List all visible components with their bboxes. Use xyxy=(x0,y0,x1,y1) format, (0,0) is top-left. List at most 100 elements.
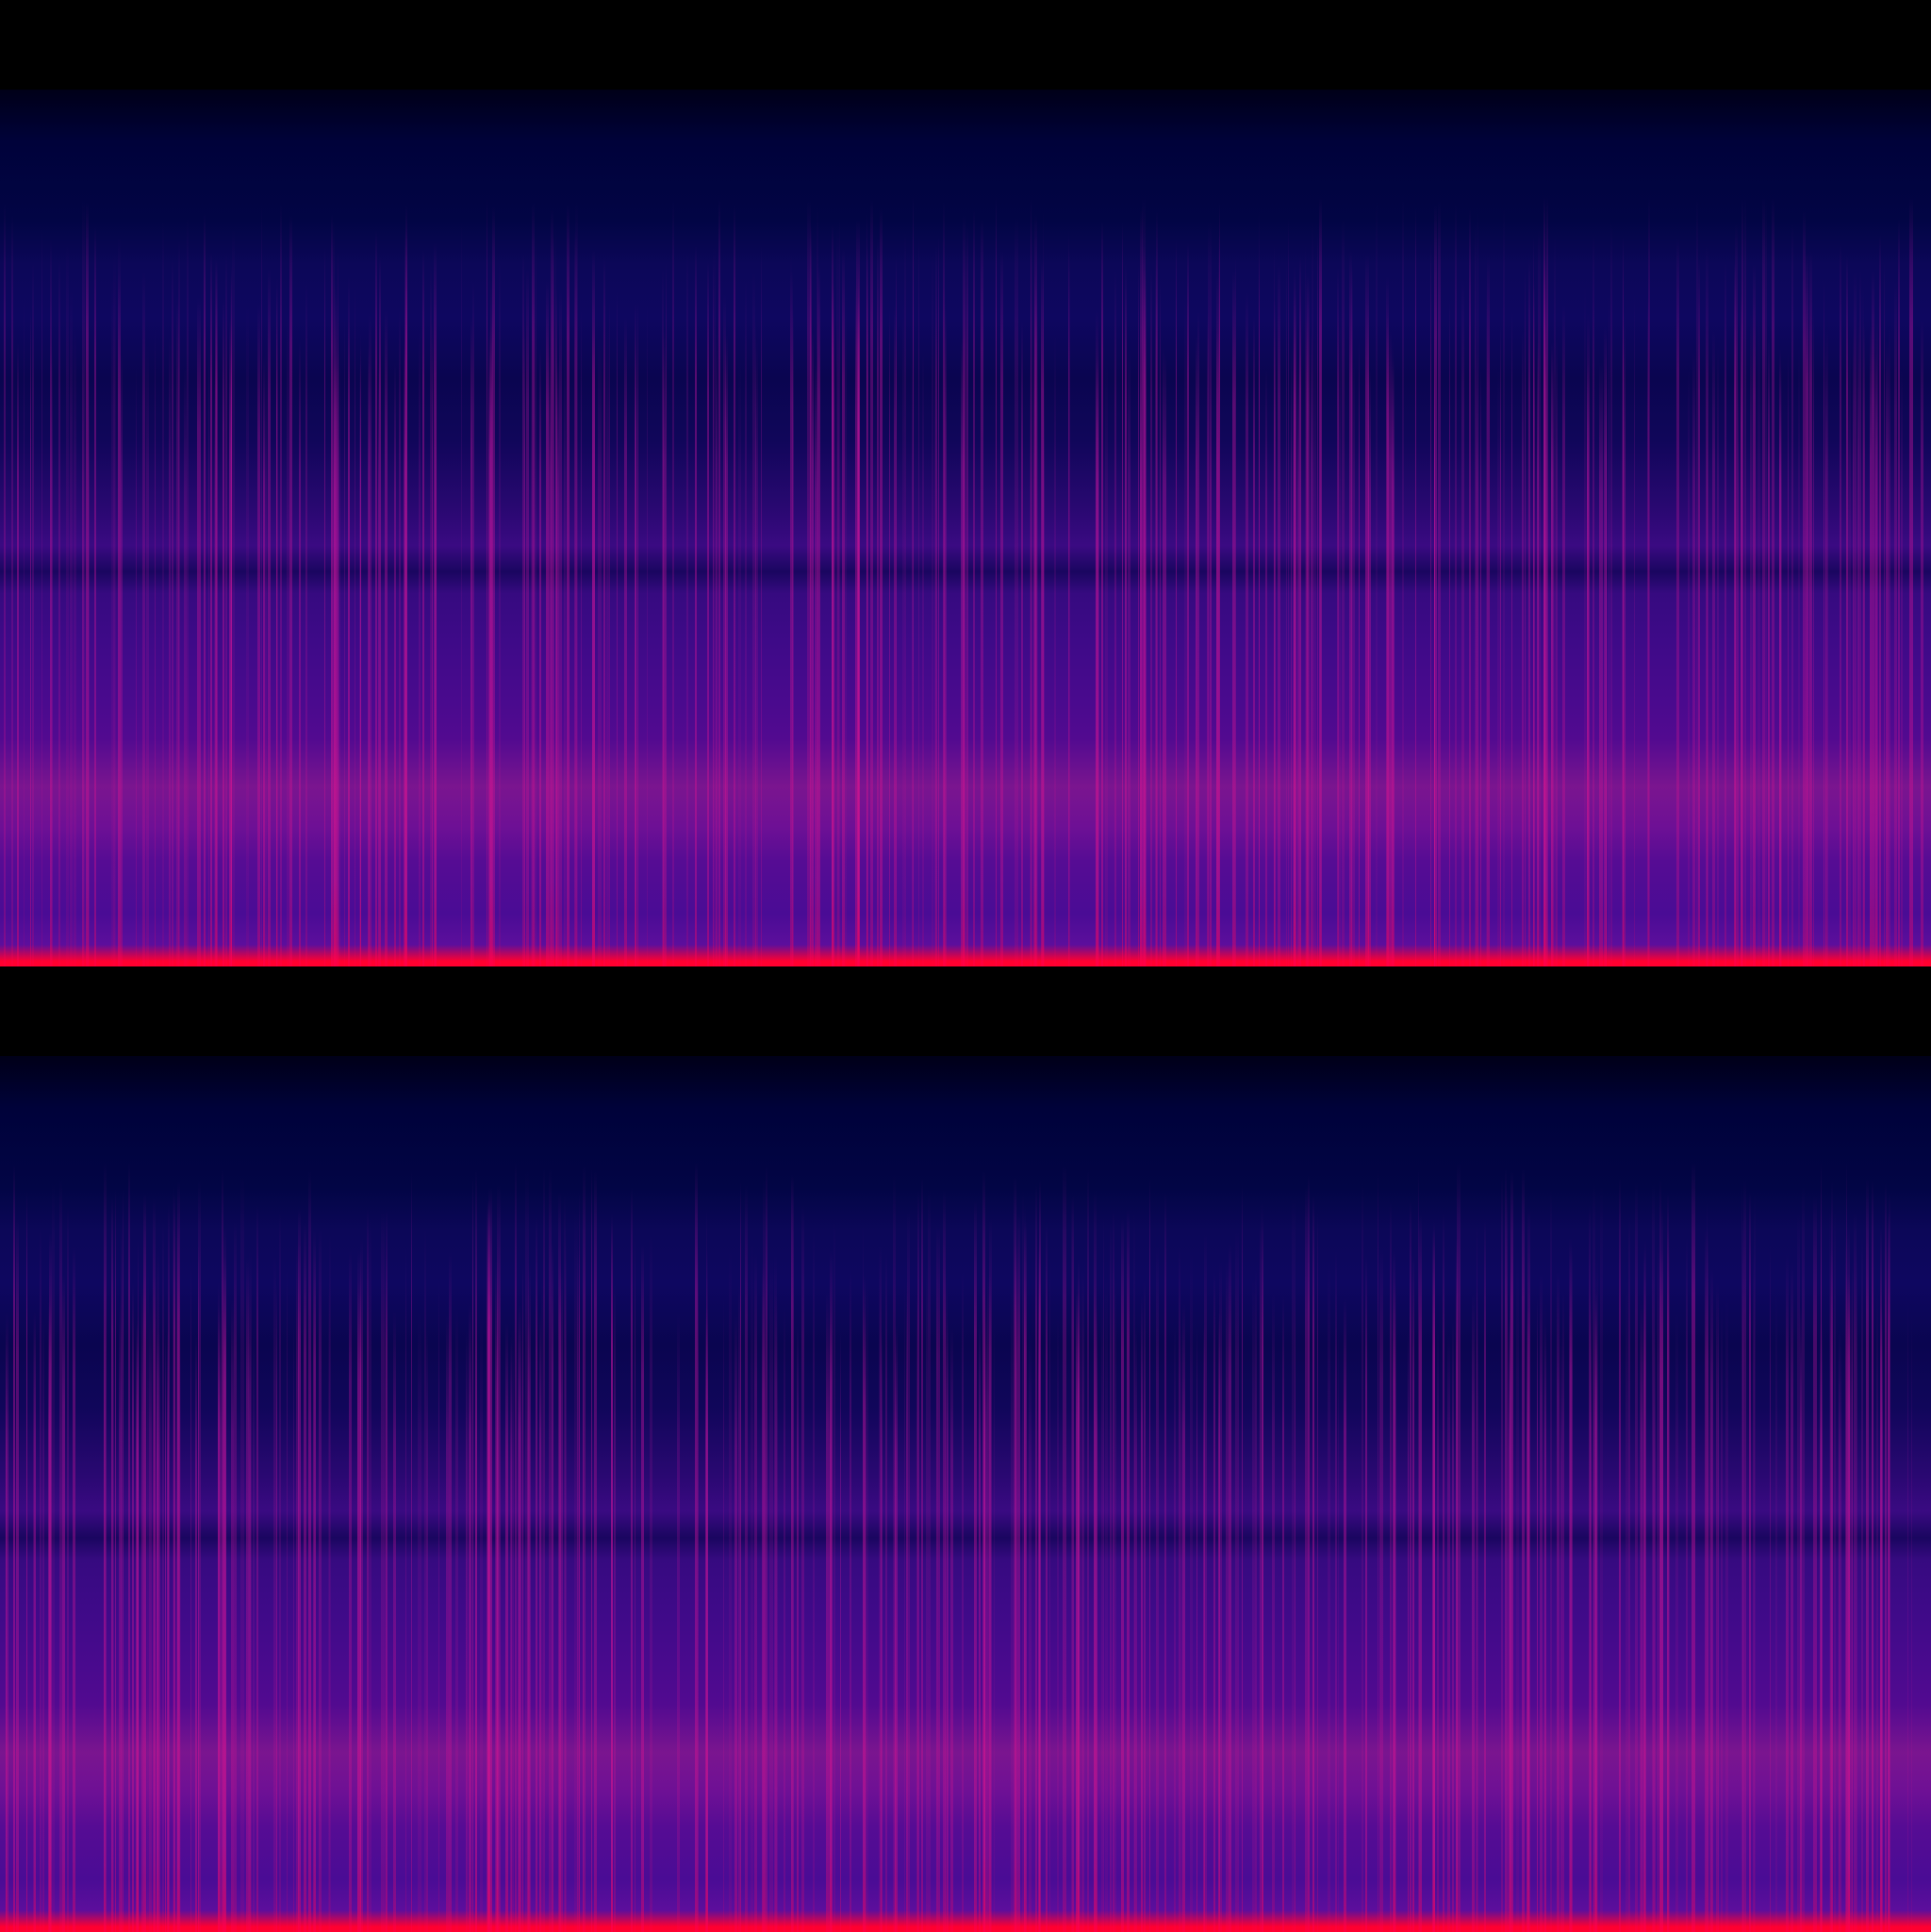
transient-streak xyxy=(1583,90,1586,966)
transient-streak xyxy=(103,1056,106,1932)
transient-streak xyxy=(895,90,897,966)
transient-streak xyxy=(712,90,715,966)
transient-streak xyxy=(156,1056,159,1932)
transient-streak xyxy=(1820,1056,1823,1932)
transient-streak xyxy=(1875,90,1878,966)
transient-streak xyxy=(1485,90,1487,966)
transient-streak xyxy=(332,90,335,966)
transient-streak xyxy=(1469,90,1472,966)
transient-streak xyxy=(1457,1056,1461,1932)
transient-streak xyxy=(1042,90,1045,966)
transient-streak xyxy=(817,90,819,966)
transient-streak xyxy=(1543,90,1546,966)
transient-streak xyxy=(359,90,361,966)
transient-streak xyxy=(1394,1056,1397,1932)
transient-streak xyxy=(1775,1056,1777,1932)
transient-streak xyxy=(421,90,424,966)
transient-streak xyxy=(1097,90,1099,966)
transient-streak xyxy=(1260,1056,1264,1932)
transient-streak xyxy=(1013,1056,1016,1932)
transient-streak xyxy=(740,1056,742,1932)
transient-streak xyxy=(1651,1056,1655,1932)
transient-streak xyxy=(1292,90,1296,966)
transient-streak xyxy=(1096,90,1098,966)
transient-streak xyxy=(1409,1056,1411,1932)
transient-streak xyxy=(636,90,639,966)
transient-streak xyxy=(1509,1056,1511,1932)
transient-streak xyxy=(1479,90,1481,966)
transient-streak xyxy=(491,90,495,966)
transient-streak xyxy=(1626,1056,1629,1932)
transient-streak xyxy=(1259,90,1261,966)
transient-streak xyxy=(111,90,115,966)
transient-streak xyxy=(917,90,920,966)
transient-streak xyxy=(1725,1056,1728,1932)
transient-streak xyxy=(215,90,219,966)
transient-streak xyxy=(911,90,914,966)
transient-streak xyxy=(1675,1056,1678,1932)
transient-streak xyxy=(525,1056,529,1932)
transient-streak xyxy=(713,90,717,966)
transient-streak xyxy=(879,1056,883,1932)
transient-streak xyxy=(833,90,836,966)
transient-streak xyxy=(694,90,698,966)
transient-streak xyxy=(1741,90,1744,966)
transient-streak xyxy=(1049,1056,1051,1932)
transient-streak xyxy=(87,90,91,966)
transient-streak xyxy=(246,90,249,966)
transient-streak xyxy=(1537,90,1541,966)
transient-streak xyxy=(197,90,201,966)
transient-streak xyxy=(1218,90,1221,966)
transient-streak xyxy=(334,90,337,966)
transient-streak xyxy=(1848,1056,1852,1932)
transient-streak xyxy=(1342,90,1345,966)
transient-streak xyxy=(275,90,278,966)
transient-streak xyxy=(1038,1056,1041,1932)
transient-streak xyxy=(1556,1056,1560,1932)
transient-streak xyxy=(393,90,396,966)
transient-streak xyxy=(1803,90,1807,966)
transient-streak xyxy=(32,90,34,966)
transient-streak xyxy=(1162,90,1164,966)
transient-streak xyxy=(1603,90,1608,966)
transient-streak xyxy=(1150,90,1153,966)
transient-streak xyxy=(1452,1056,1455,1932)
transient-streak xyxy=(1078,1056,1081,1932)
transient-streak xyxy=(381,1056,385,1932)
transient-streak xyxy=(961,90,965,966)
transient-streak xyxy=(1551,90,1554,966)
transient-streak xyxy=(333,90,335,966)
transient-streak xyxy=(1446,1056,1450,1932)
transient-streak xyxy=(171,90,173,966)
transient-streak xyxy=(1024,1056,1026,1932)
transient-streak xyxy=(297,1056,301,1932)
transient-streak xyxy=(965,90,968,966)
transient-streak xyxy=(1242,1056,1244,1932)
transient-streak xyxy=(1364,1056,1367,1932)
transient-streak xyxy=(1622,90,1626,966)
transient-streak xyxy=(1155,90,1159,966)
transient-streak xyxy=(1429,90,1431,966)
transient-streak xyxy=(1273,90,1276,966)
transient-streak xyxy=(1419,1056,1422,1932)
transient-streak xyxy=(1411,1056,1415,1932)
transient-streak xyxy=(267,90,272,966)
transient-streak xyxy=(1031,90,1032,966)
transient-streak xyxy=(1127,90,1131,966)
transient-streak xyxy=(1391,90,1395,966)
transient-streak xyxy=(1338,1056,1340,1932)
transient-streak xyxy=(214,90,216,966)
transient-streak xyxy=(1569,1056,1573,1932)
transient-streak xyxy=(751,1056,754,1932)
transient-streak xyxy=(279,1056,281,1932)
transient-streak xyxy=(455,1056,459,1932)
transient-streak xyxy=(119,1056,122,1932)
transient-streak xyxy=(1560,1056,1563,1932)
transient-streak xyxy=(611,1056,613,1932)
transient-streak xyxy=(137,1056,140,1932)
top-black-band xyxy=(0,0,1931,90)
transient-streak xyxy=(335,90,337,966)
transient-streak xyxy=(418,90,421,966)
transient-streak xyxy=(1086,1056,1090,1932)
transient-streak xyxy=(1094,1056,1098,1932)
